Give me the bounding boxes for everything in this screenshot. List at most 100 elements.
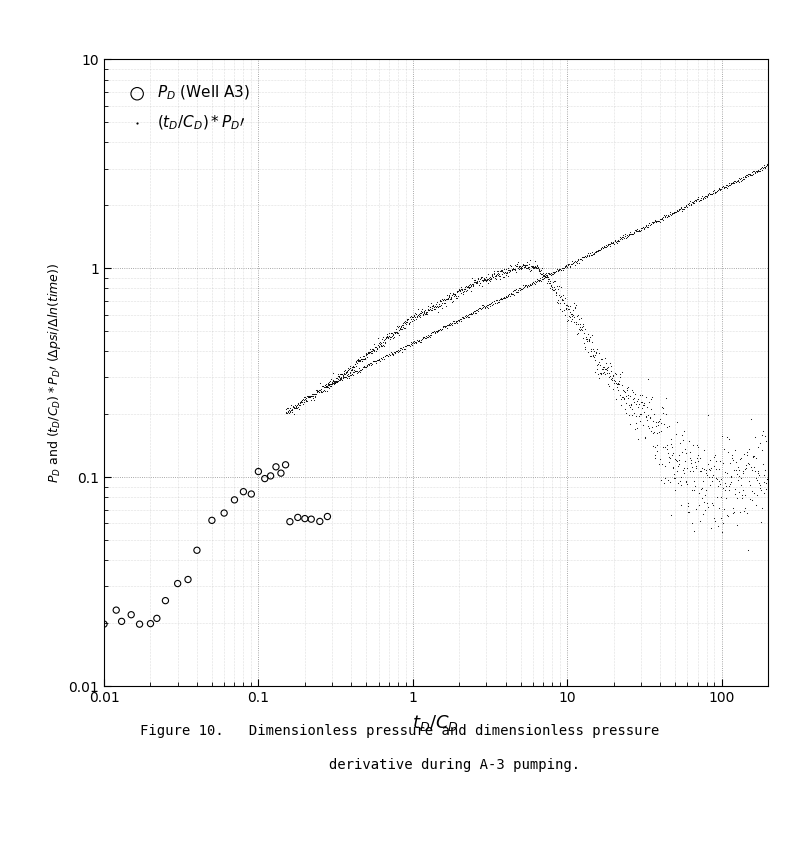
- Point: [391, 345, 404, 358]
- $(t_D/C_D)*P_D\prime$: [581, 332, 594, 346]
- $(t_D/C_D)*P_D\prime$: [550, 280, 563, 293]
- $(t_D/C_D)*P_D\prime$: [485, 268, 498, 282]
- $P_D$ (Well A3): [252, 465, 265, 479]
- $(t_D/C_D)*P_D\prime$: [465, 280, 478, 293]
- $(t_D/C_D)*P_D\prime$: [299, 390, 312, 403]
- Point: [601, 239, 614, 252]
- Point: [744, 167, 757, 180]
- $(t_D/C_D)*P_D\prime$: [665, 508, 678, 522]
- Point: [698, 191, 711, 205]
- Point: [450, 316, 463, 329]
- Point: [616, 230, 629, 243]
- Point: [544, 268, 557, 281]
- $(t_D/C_D)*P_D\prime$: [434, 300, 447, 313]
- Point: [342, 369, 355, 383]
- Point: [610, 234, 623, 247]
- $(t_D/C_D)*P_D\prime$: [495, 263, 508, 277]
- $(t_D/C_D)*P_D\prime$: [661, 438, 674, 451]
- Point: [370, 353, 383, 367]
- $(t_D/C_D)*P_D\prime$: [282, 403, 295, 417]
- $(t_D/C_D)*P_D\prime$: [318, 379, 331, 392]
- Point: [563, 260, 576, 274]
- Point: [366, 355, 379, 368]
- $(t_D/C_D)*P_D\prime$: [318, 383, 330, 396]
- Point: [510, 285, 523, 299]
- $(t_D/C_D)*P_D\prime$: [474, 272, 486, 285]
- $(t_D/C_D)*P_D\prime$: [330, 374, 342, 388]
- $(t_D/C_D)*P_D\prime$: [351, 352, 364, 366]
- Point: [733, 175, 746, 189]
- $(t_D/C_D)*P_D\prime$: [556, 289, 569, 302]
- $(t_D/C_D)*P_D\prime$: [344, 363, 357, 377]
- $(t_D/C_D)*P_D\prime$: [688, 524, 701, 538]
- $(t_D/C_D)*P_D\prime$: [458, 283, 471, 296]
- $(t_D/C_D)*P_D\prime$: [502, 262, 514, 275]
- $(t_D/C_D)*P_D\prime$: [567, 303, 580, 317]
- Point: [650, 214, 663, 228]
- $(t_D/C_D)*P_D\prime$: [433, 297, 446, 311]
- $(t_D/C_D)*P_D\prime$: [384, 330, 397, 344]
- $(t_D/C_D)*P_D\prime$: [542, 274, 554, 288]
- Point: [446, 314, 459, 328]
- $(t_D/C_D)*P_D\prime$: [671, 476, 684, 490]
- $(t_D/C_D)*P_D\prime$: [521, 262, 534, 275]
- $(t_D/C_D)*P_D\prime$: [742, 443, 755, 457]
- $(t_D/C_D)*P_D\prime$: [408, 309, 421, 323]
- Point: [482, 297, 495, 311]
- $(t_D/C_D)*P_D\prime$: [715, 490, 728, 504]
- Point: [686, 197, 699, 210]
- Point: [391, 345, 404, 358]
- Point: [531, 272, 544, 285]
- Point: [539, 268, 552, 282]
- Point: [527, 275, 540, 289]
- Point: [501, 289, 514, 302]
- $(t_D/C_D)*P_D\prime$: [662, 446, 674, 460]
- $(t_D/C_D)*P_D\prime$: [621, 381, 634, 395]
- Point: [348, 364, 361, 378]
- $(t_D/C_D)*P_D\prime$: [494, 272, 506, 285]
- Point: [457, 312, 470, 325]
- $(t_D/C_D)*P_D\prime$: [670, 428, 682, 441]
- Point: [643, 216, 656, 230]
- $(t_D/C_D)*P_D\prime$: [328, 374, 341, 388]
- $(t_D/C_D)*P_D\prime$: [662, 473, 674, 487]
- $(t_D/C_D)*P_D\prime$: [578, 340, 591, 353]
- $(t_D/C_D)*P_D\prime$: [598, 365, 610, 379]
- Point: [637, 220, 650, 234]
- Point: [388, 345, 401, 358]
- Point: [346, 368, 359, 382]
- $(t_D/C_D)*P_D\prime$: [690, 438, 703, 451]
- $(t_D/C_D)*P_D\prime$: [501, 265, 514, 279]
- Point: [503, 287, 516, 301]
- $(t_D/C_D)*P_D\prime$: [667, 468, 680, 481]
- Point: [461, 310, 474, 324]
- $(t_D/C_D)*P_D\prime$: [660, 420, 673, 434]
- $(t_D/C_D)*P_D\prime$: [758, 463, 771, 477]
- $(t_D/C_D)*P_D\prime$: [752, 476, 765, 490]
- Point: [469, 304, 482, 318]
- Point: [521, 279, 534, 292]
- $(t_D/C_D)*P_D\prime$: [530, 258, 543, 272]
- Point: [443, 317, 456, 330]
- Point: [396, 345, 409, 358]
- $(t_D/C_D)*P_D\prime$: [387, 325, 400, 339]
- Point: [670, 203, 683, 217]
- $(t_D/C_D)*P_D\prime$: [595, 352, 608, 366]
- $(t_D/C_D)*P_D\prime$: [557, 293, 570, 307]
- $(t_D/C_D)*P_D\prime$: [457, 285, 470, 299]
- $(t_D/C_D)*P_D\prime$: [686, 517, 698, 530]
- Point: [695, 191, 708, 205]
- Legend: $P_D$ (Well A3), $(t_D/C_D)*P_D\prime$: $P_D$ (Well A3), $(t_D/C_D)*P_D\prime$: [125, 80, 254, 136]
- $(t_D/C_D)*P_D\prime$: [394, 323, 406, 336]
- Point: [673, 202, 686, 216]
- $(t_D/C_D)*P_D\prime$: [466, 279, 479, 292]
- Point: [562, 258, 574, 272]
- $(t_D/C_D)*P_D\prime$: [371, 341, 384, 355]
- $(t_D/C_D)*P_D\prime$: [538, 270, 551, 284]
- $(t_D/C_D)*P_D\prime$: [517, 258, 530, 272]
- Point: [394, 340, 407, 354]
- $(t_D/C_D)*P_D\prime$: [664, 437, 677, 451]
- Point: [586, 248, 598, 262]
- Point: [730, 175, 742, 189]
- $(t_D/C_D)*P_D\prime$: [666, 440, 678, 454]
